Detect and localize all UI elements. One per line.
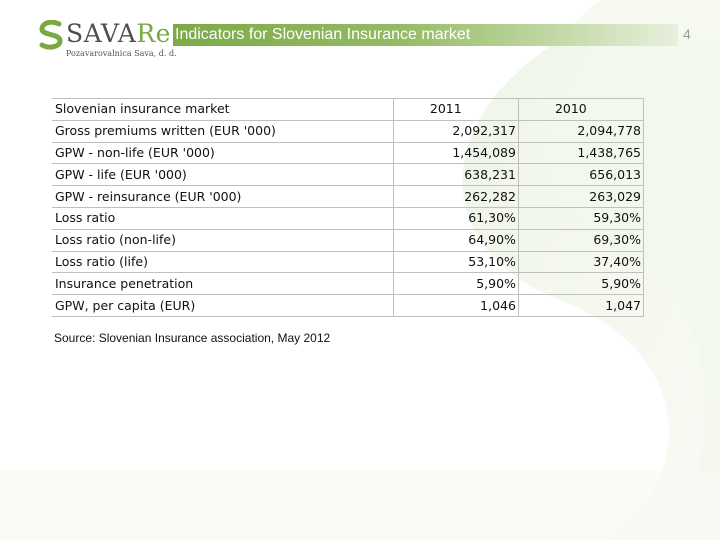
value-2010: 263,029 bbox=[517, 185, 645, 208]
row-label: GPW, per capita (EUR) bbox=[52, 294, 394, 317]
logo-wordmark-main: SAVA bbox=[66, 19, 137, 48]
value-2010: 1,438,765 bbox=[517, 141, 645, 164]
header-label: Slovenian insurance market bbox=[52, 98, 394, 121]
table-header-row: Slovenian insurance market 2011 2010 bbox=[52, 98, 645, 121]
title-bar: Indicators for Slovenian Insurance marke… bbox=[173, 24, 678, 46]
header-2010: 2010 bbox=[517, 98, 645, 121]
value-2011: 5,90% bbox=[392, 272, 519, 295]
table-row: Insurance penetration 5,90% 5,90% bbox=[52, 272, 645, 295]
row-label: Gross premiums written (EUR '000) bbox=[52, 119, 394, 143]
value-2010: 69,30% bbox=[517, 228, 645, 252]
table-row: GPW - non-life (EUR '000) 1,454,089 1,43… bbox=[52, 141, 645, 164]
indicators-table: Slovenian insurance market 2011 2010 Gro… bbox=[52, 98, 645, 317]
value-2010: 1,047 bbox=[517, 294, 645, 317]
row-label: GPW - reinsurance (EUR '000) bbox=[52, 185, 394, 208]
company-logo: SAVARe Pozavarovalnica Sava, d. d. bbox=[38, 19, 177, 60]
table-row: Loss ratio (life) 53,10% 37,40% bbox=[52, 250, 645, 273]
source-note: Source: Slovenian Insurance association,… bbox=[54, 331, 331, 345]
logo-wordmark: SAVARe bbox=[66, 19, 171, 49]
sava-s-logo-icon bbox=[39, 20, 63, 50]
table-row: Loss ratio (non-life) 64,90% 69,30% bbox=[52, 228, 645, 252]
value-2011: 2,092,317 bbox=[392, 119, 519, 143]
value-2010: 59,30% bbox=[517, 206, 645, 230]
table-row: GPW, per capita (EUR) 1,046 1,047 bbox=[52, 294, 645, 317]
page-number: 4 bbox=[683, 26, 691, 42]
header-2011: 2011 bbox=[392, 98, 519, 121]
row-label: Insurance penetration bbox=[52, 272, 394, 295]
value-2010: 5,90% bbox=[517, 272, 645, 295]
row-label: Loss ratio (life) bbox=[52, 250, 394, 273]
value-2011: 1,046 bbox=[392, 294, 519, 317]
page-title: Indicators for Slovenian Insurance marke… bbox=[175, 26, 471, 43]
table-row: Loss ratio 61,30% 59,30% bbox=[52, 206, 645, 230]
value-2010: 656,013 bbox=[517, 163, 645, 186]
table-row: GPW - life (EUR '000) 638,231 656,013 bbox=[52, 163, 645, 186]
value-2010: 37,40% bbox=[517, 250, 645, 273]
table-row: Gross premiums written (EUR '000) 2,092,… bbox=[52, 119, 645, 143]
row-label: Loss ratio bbox=[52, 206, 394, 230]
value-2011: 61,30% bbox=[392, 206, 519, 230]
logo-wordmark-suffix: Re bbox=[136, 19, 171, 48]
value-2011: 638,231 bbox=[392, 163, 519, 186]
value-2011: 262,282 bbox=[392, 185, 519, 208]
row-label: GPW - life (EUR '000) bbox=[52, 163, 394, 186]
row-label: Loss ratio (non-life) bbox=[52, 228, 394, 252]
value-2011: 53,10% bbox=[392, 250, 519, 273]
value-2011: 64,90% bbox=[392, 228, 519, 252]
row-label: GPW - non-life (EUR '000) bbox=[52, 141, 394, 164]
value-2010: 2,094,778 bbox=[517, 119, 645, 143]
logo-subtitle: Pozavarovalnica Sava, d. d. bbox=[66, 49, 177, 58]
value-2011: 1,454,089 bbox=[392, 141, 519, 164]
table-row: GPW - reinsurance (EUR '000) 262,282 263… bbox=[52, 185, 645, 208]
